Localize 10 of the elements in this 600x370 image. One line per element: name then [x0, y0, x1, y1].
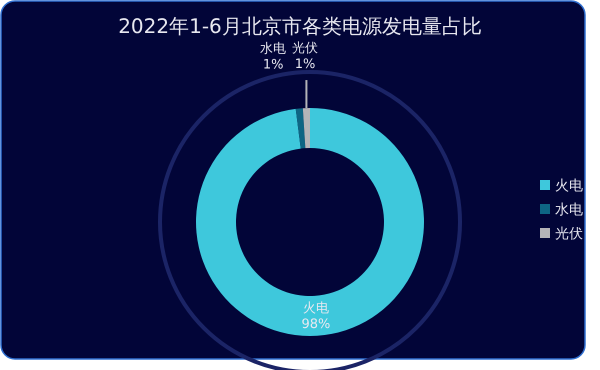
data-label: 98% [301, 316, 330, 332]
data-label: 1% [262, 58, 284, 73]
legend-label: 水电 [555, 202, 583, 218]
legend-label: 光伏 [555, 226, 583, 242]
legend-label: 火电 [555, 178, 583, 194]
slice-label: 水电 [260, 42, 286, 57]
slice-label: 火电 [302, 300, 329, 316]
slice-label: 光伏 [292, 41, 318, 56]
data-label: 1% [294, 57, 316, 72]
chart-title: 2022年1-6月北京市各类电源发电量占比 [118, 14, 482, 38]
